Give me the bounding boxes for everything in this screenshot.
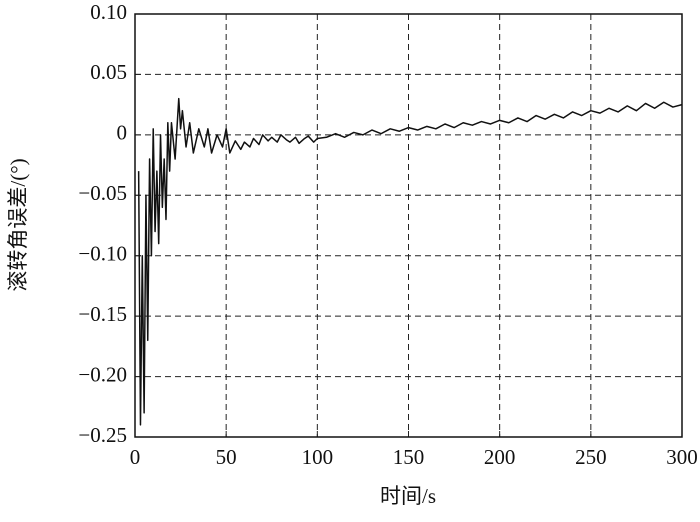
y-tick-label: −0.20: [78, 362, 127, 386]
y-tick-label: −0.25: [78, 423, 127, 447]
y-tick-label: 0.10: [90, 0, 127, 24]
data-line: [137, 97, 683, 426]
x-axis-label: 时间/s: [380, 484, 436, 508]
y-tick-label: −0.05: [78, 181, 127, 205]
x-tick-label: 50: [216, 445, 237, 469]
y-tick-label: 0.05: [90, 60, 127, 84]
x-tick-label: 0: [130, 445, 141, 469]
y-tick-label: −0.15: [78, 302, 127, 326]
y-tick-label: 0: [117, 121, 128, 145]
plot-frame: [134, 13, 683, 438]
y-axis-label: 滚转角误差/(°): [6, 158, 30, 291]
x-tick-label: 250: [575, 445, 607, 469]
x-tick-label: 200: [484, 445, 516, 469]
y-tick-label: −0.10: [78, 242, 127, 266]
x-tick-label: 100: [302, 445, 334, 469]
x-tick-label: 150: [393, 445, 425, 469]
x-tick-label: 300: [666, 445, 698, 469]
